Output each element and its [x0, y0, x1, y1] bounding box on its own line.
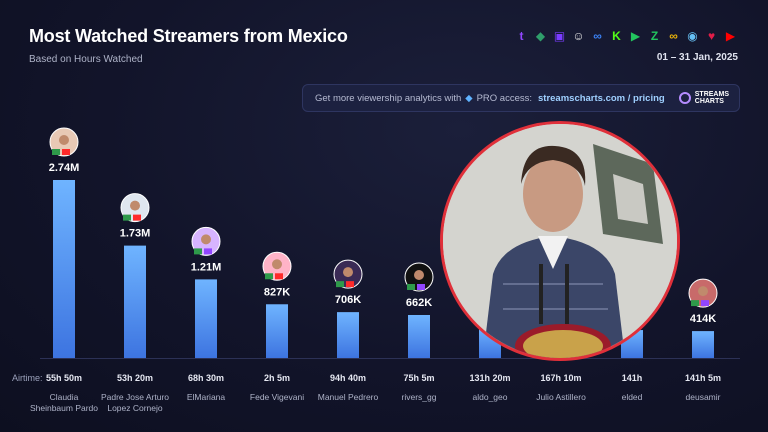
promo-text: Get more viewership analytics with — [315, 92, 462, 104]
zeta-icon[interactable]: Z — [650, 28, 659, 43]
avatar-1[interactable] — [120, 193, 150, 223]
airtime-1: 53h 20m — [117, 373, 153, 383]
airtime-0: 55h 50m — [46, 373, 82, 383]
avatar-3[interactable] — [262, 251, 292, 281]
airtime-7: 167h 10m — [540, 373, 581, 383]
value-label-9: 414K — [690, 313, 716, 325]
pricing-link[interactable]: streamscharts.com / pricing — [538, 92, 665, 104]
bar-9[interactable] — [692, 331, 714, 358]
chart-title: Most Watched Streamers from Mexico — [29, 26, 348, 46]
bar-1[interactable] — [124, 245, 146, 358]
heart-icon[interactable]: ♥ — [707, 28, 716, 43]
bar-4[interactable] — [337, 312, 359, 358]
name-label-0-0: Claudia — [50, 392, 79, 402]
promo-banner[interactable]: Get more viewership analytics with ◆ PRO… — [302, 84, 740, 112]
airtime-3: 2h 5m — [264, 373, 290, 383]
platform-icons: t ◆ ▣ ☺ ∞ K ▶ Z ∞ ◉ ♥ ▶ — [514, 28, 738, 43]
bar-3[interactable] — [266, 304, 288, 358]
steam-icon[interactable]: ◉ — [687, 28, 698, 43]
avatar-0[interactable] — [49, 127, 79, 157]
streamscharts-logo-icon — [678, 92, 691, 104]
name-label-1-0: Padre Jose Arturo — [101, 392, 169, 402]
featured-streamer-photo — [440, 121, 680, 361]
promo-pro: PRO access: — [476, 92, 532, 104]
airtime-5: 75h 5m — [403, 373, 434, 383]
name-label-9-0: deusamir — [686, 392, 721, 402]
name-label-3-0: Fede Vigevani — [250, 392, 304, 402]
value-label-5: 662K — [406, 297, 432, 309]
airtime-6: 131h 20m — [469, 373, 510, 383]
name-label-0-1: Sheinbaum Pardo — [30, 403, 98, 413]
infinity-icon[interactable]: ∞ — [593, 28, 602, 43]
value-label-4: 706K — [335, 294, 361, 306]
value-label-0: 2.74M — [49, 162, 80, 174]
airtime-8: 141h — [622, 373, 643, 383]
loop-icon[interactable]: ∞ — [669, 28, 678, 43]
date-range: 01 – 31 Jan, 2025 — [656, 52, 738, 63]
value-label-3: 827K — [264, 286, 290, 298]
name-label-8-0: elded — [622, 392, 643, 402]
name-label-4-0: Manuel Pedrero — [318, 392, 379, 402]
diamond-icon: ◆ — [465, 92, 473, 104]
airtime-label: Airtime: — [12, 373, 43, 383]
airtime-4: 94h 40m — [330, 373, 366, 383]
bar-5[interactable] — [408, 314, 430, 358]
ghost-icon[interactable]: ☺ — [572, 28, 585, 43]
twitch-icon[interactable]: t — [519, 28, 524, 43]
youtube-icon[interactable]: ▶ — [725, 28, 736, 43]
avatar-5[interactable] — [404, 262, 434, 292]
name-label-6-0: aldo_geo — [473, 392, 508, 402]
avatar-9[interactable] — [688, 278, 718, 308]
airtime-9: 141h 5m — [685, 373, 721, 383]
avatar-4[interactable] — [333, 259, 363, 289]
bar-2[interactable] — [195, 279, 217, 358]
value-label-1: 1.73M — [120, 228, 151, 240]
streamscharts-logo: STREAMS CHARTS — [678, 91, 729, 105]
name-label-2-0: ElMariana — [187, 392, 226, 402]
bar-0[interactable] — [53, 180, 75, 358]
name-label-5-0: rivers_gg — [402, 392, 437, 402]
purple-platform-icon[interactable]: ▣ — [553, 28, 566, 43]
avatar-2[interactable] — [191, 226, 221, 256]
featured-photo-illustration — [443, 124, 677, 358]
name-label-1-1: Lopez Cornejo — [107, 403, 163, 413]
airtime-2: 68h 30m — [188, 373, 224, 383]
play-icon[interactable]: ▶ — [630, 28, 641, 43]
value-label-2: 1.21M — [191, 261, 222, 273]
kick-alt-icon[interactable]: ◆ — [535, 28, 546, 43]
kick-icon[interactable]: K — [612, 28, 621, 43]
chart-subtitle: Based on Hours Watched — [29, 54, 143, 65]
name-label-7-0: Julio Astillero — [536, 392, 586, 402]
brand-line2: CHARTS — [694, 98, 724, 105]
brand-line1: STREAMS — [694, 91, 729, 98]
